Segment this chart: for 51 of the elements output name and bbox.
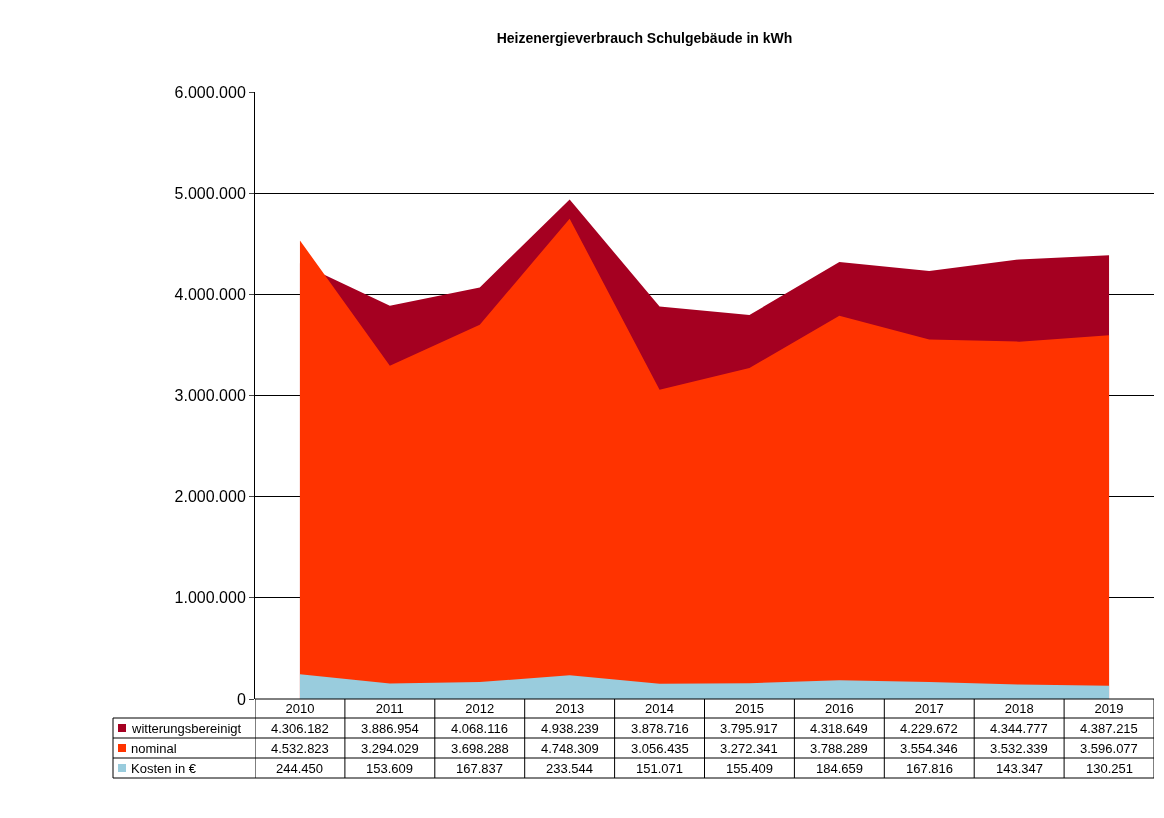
- data-label: 3.878.716: [631, 721, 689, 736]
- data-label: 3.795.917: [720, 721, 778, 736]
- data-label: 3.294.029: [361, 741, 419, 756]
- chart-title: Heizenergieverbrauch Schulgebäude in kWh: [496, 29, 793, 46]
- data-label: 4.229.672: [900, 721, 958, 736]
- x-tick-label: 2018: [1004, 701, 1034, 716]
- data-label: 4.748.309: [541, 741, 599, 756]
- y-tick-label: 6.000.000: [174, 83, 246, 101]
- y-tick-label: 2.000.000: [174, 488, 246, 506]
- data-label: 244.450: [276, 761, 323, 776]
- data-label: 155.409: [726, 761, 773, 776]
- y-tick-label: 3.000.000: [174, 387, 246, 405]
- data-label: 4.387.215: [1080, 721, 1138, 736]
- x-tick-label: 2012: [465, 701, 495, 716]
- x-tick-label: 2013: [555, 701, 585, 716]
- data-label: 184.659: [816, 761, 863, 776]
- data-label: 4.068.116: [451, 721, 508, 736]
- data-label: 151.071: [636, 761, 683, 776]
- legend-label: Kosten in €: [131, 761, 197, 776]
- data-label: 3.596.077: [1080, 741, 1138, 756]
- y-tick-label: 1.000.000: [174, 589, 246, 607]
- legend-label: witterungsbereinigt: [131, 721, 242, 736]
- data-label: 3.788.289: [810, 741, 868, 756]
- x-tick-label: 2010: [285, 701, 315, 716]
- data-label: 3.272.341: [720, 741, 778, 756]
- x-tick-label: 2017: [914, 701, 944, 716]
- x-tick-label: 2011: [375, 701, 404, 716]
- data-label: 3.886.954: [361, 721, 419, 736]
- data-label: 4.532.823: [271, 741, 329, 756]
- data-label: 3.532.339: [990, 741, 1048, 756]
- data-label: 143.347: [996, 761, 1043, 776]
- data-label: 4.344.777: [990, 721, 1048, 736]
- data-label: 3.056.435: [631, 741, 689, 756]
- x-tick-label: 2016: [824, 701, 854, 716]
- y-tick-label: 4.000.000: [174, 285, 246, 303]
- data-label: 167.816: [906, 761, 953, 776]
- data-label: 153.609: [366, 761, 413, 776]
- data-label: 233.544: [546, 761, 593, 776]
- data-label: 167.837: [456, 761, 503, 776]
- legend-label: nominal: [131, 741, 177, 756]
- data-label: 4.318.649: [810, 721, 868, 736]
- data-label: 130.251: [1086, 761, 1133, 776]
- data-label: 4.306.182: [271, 721, 329, 736]
- data-label: 3.698.288: [451, 741, 509, 756]
- x-tick-label: 2019: [1094, 701, 1124, 716]
- x-tick-label: 2015: [734, 701, 764, 716]
- y-tick-label: 5.000.000: [174, 184, 246, 202]
- data-label: 3.554.346: [900, 741, 958, 756]
- data-label: 4.938.239: [541, 721, 599, 736]
- x-tick-label: 2014: [645, 701, 675, 716]
- y-tick-label: 0: [236, 690, 246, 708]
